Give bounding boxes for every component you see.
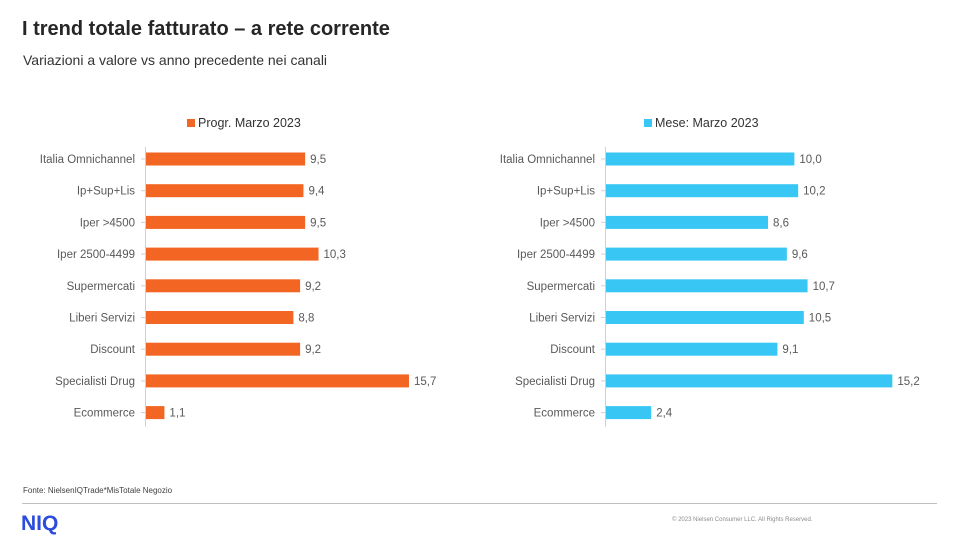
data-label: 8,8 xyxy=(298,313,314,325)
data-label: 9,5 xyxy=(310,217,326,229)
bar xyxy=(146,279,301,293)
bar xyxy=(146,406,165,420)
category-label: Discount xyxy=(550,344,596,356)
category-label: Italia Omnichannel xyxy=(500,154,595,166)
category-label: Specialisti Drug xyxy=(515,376,595,388)
legend-label: Mese: Marzo 2023 xyxy=(655,116,759,130)
data-label: 10,5 xyxy=(809,313,831,325)
bar xyxy=(606,406,652,420)
category-label: Supermercati xyxy=(527,281,595,293)
category-label: Liberi Servizi xyxy=(529,313,595,325)
legend-swatch xyxy=(187,119,195,127)
data-label: 8,6 xyxy=(773,217,789,229)
data-label: 2,4 xyxy=(656,408,673,420)
category-label: Ip+Sup+Lis xyxy=(77,186,135,198)
legend-label: Progr. Marzo 2023 xyxy=(198,116,301,130)
copyright-note: © 2023 Nielsen Consumer LLC. All Rights … xyxy=(672,517,813,523)
footer-divider xyxy=(22,503,937,504)
data-label: 15,2 xyxy=(897,376,919,388)
bar xyxy=(606,279,808,293)
page-title: I trend totale fatturato – a rete corren… xyxy=(22,18,390,40)
category-label: Specialisti Drug xyxy=(55,376,135,388)
category-label: Iper 2500-4499 xyxy=(517,249,595,261)
bar xyxy=(606,152,795,166)
category-label: Ecommerce xyxy=(534,408,595,420)
category-label: Ip+Sup+Lis xyxy=(537,186,595,198)
data-label: 1,1 xyxy=(169,408,185,420)
category-label: Ecommerce xyxy=(74,408,135,420)
chart-month: Mese: Marzo 2023 Italia Omnichannel 10,0 Ip… xyxy=(470,108,940,438)
data-label: 10,2 xyxy=(803,186,825,198)
bar xyxy=(146,215,306,229)
bar xyxy=(606,184,799,198)
chart-progressive: Progr. Marzo 2023 Italia Omnichannel 9,5 Ip… xyxy=(0,108,470,438)
page-subtitle: Variazioni a valore vs anno precedente n… xyxy=(23,52,328,68)
category-label: Iper >4500 xyxy=(80,217,135,229)
category-label: Liberi Servizi xyxy=(69,313,135,325)
bar xyxy=(606,311,804,324)
bar xyxy=(146,374,409,388)
bar xyxy=(146,342,301,356)
category-label: Iper 2500-4499 xyxy=(57,249,135,261)
bar-chart-month: Mese: Marzo 2023 Italia Omnichannel 10,0 Ip… xyxy=(500,116,920,427)
niq-logo: NIQ xyxy=(21,512,59,535)
data-label: 10,3 xyxy=(324,249,346,261)
category-label: Discount xyxy=(90,344,136,356)
bar xyxy=(146,247,319,261)
data-label: 9,5 xyxy=(310,154,326,166)
data-label: 9,2 xyxy=(305,281,321,293)
category-label: Italia Omnichannel xyxy=(40,154,135,166)
bar xyxy=(606,342,778,356)
category-label: Iper >4500 xyxy=(540,217,595,229)
category-label: Supermercati xyxy=(67,281,135,293)
data-label: 9,4 xyxy=(308,186,325,198)
bar xyxy=(146,184,304,198)
bar-chart-progressive: Progr. Marzo 2023 Italia Omnichannel 9,5 Ip… xyxy=(40,116,436,427)
data-label: 9,2 xyxy=(305,344,321,356)
bar xyxy=(606,374,893,388)
bar xyxy=(146,311,294,324)
data-label: 10,7 xyxy=(813,281,835,293)
bar xyxy=(146,152,306,166)
bar xyxy=(606,247,787,261)
data-label: 15,7 xyxy=(414,376,436,388)
source-note: Fonte: NielsenIQTrade*MisTotale Negozio xyxy=(23,486,173,495)
data-label: 10,0 xyxy=(799,154,821,166)
legend-swatch xyxy=(644,119,652,127)
bar xyxy=(606,215,769,229)
data-label: 9,6 xyxy=(792,249,808,261)
data-label: 9,1 xyxy=(782,344,798,356)
